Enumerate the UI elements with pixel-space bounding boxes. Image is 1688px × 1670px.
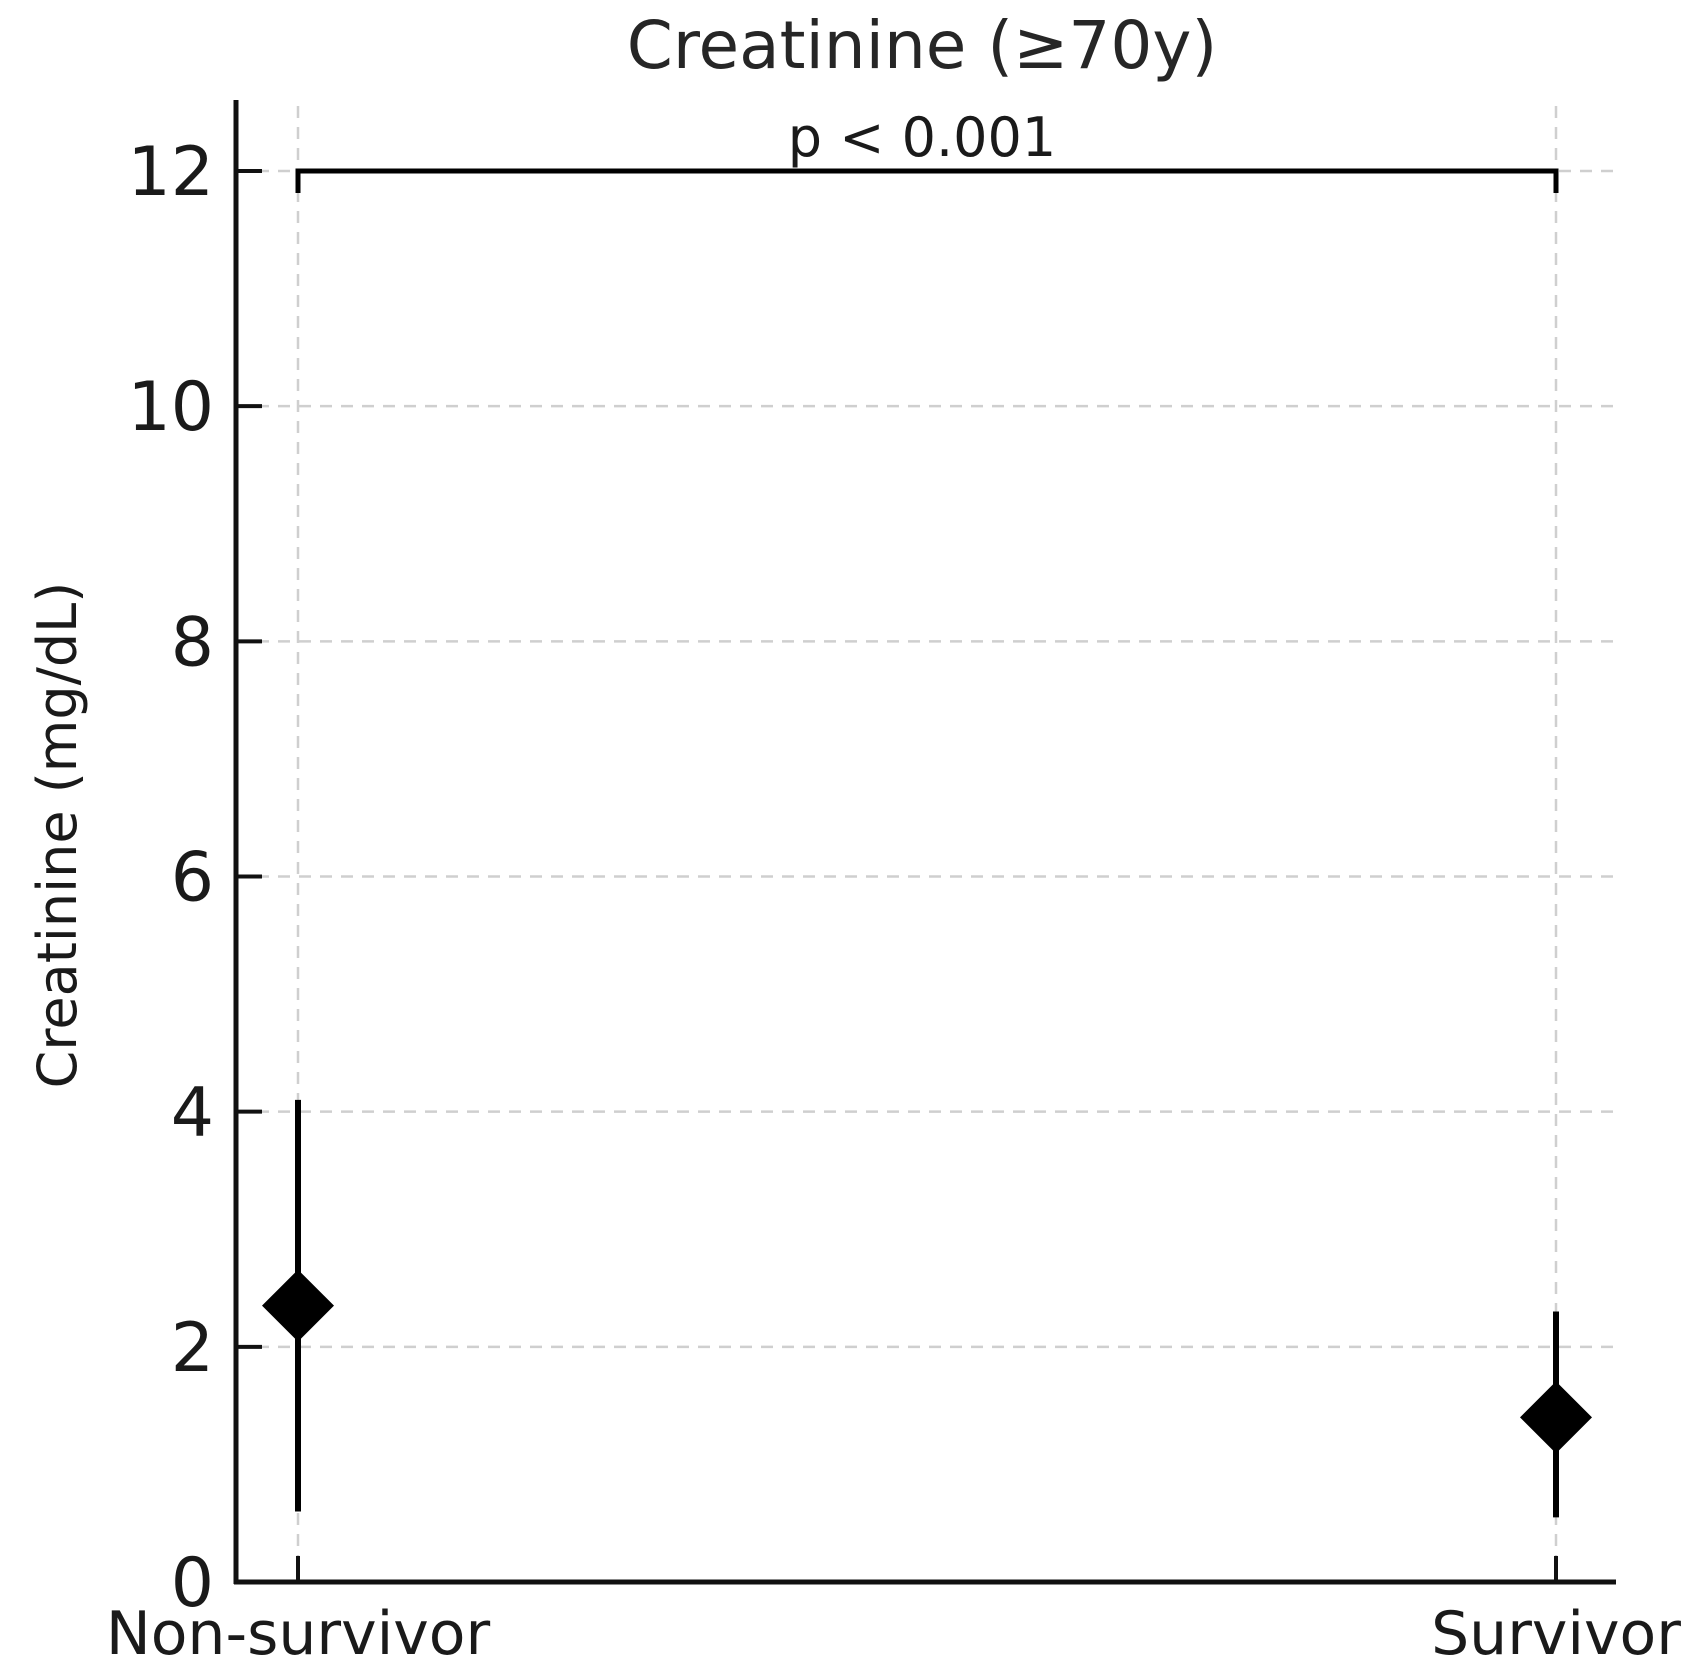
y-tick-label: 2 <box>171 1309 214 1388</box>
y-tick-label: 6 <box>171 839 214 918</box>
y-tick-label: 0 <box>171 1544 214 1623</box>
y-tick-label: 8 <box>171 603 214 682</box>
y-tick-label: 12 <box>127 133 214 212</box>
y-tick-label: 4 <box>171 1074 214 1153</box>
data-marks <box>262 1099 1592 1518</box>
y-axis-label: Creatinine (mg/dL) <box>26 582 89 1089</box>
axes <box>233 100 1616 1585</box>
bracket-line <box>295 168 1559 193</box>
significance-bracket <box>295 168 1559 193</box>
tick-labels: 0 2 4 6 8 10 12 Non-survivor Survivor <box>106 133 1681 1669</box>
chart-title: Creatinine (≥70y) <box>627 7 1217 84</box>
point-marker <box>262 1269 334 1342</box>
x-tick-label: Non-survivor <box>106 1599 491 1669</box>
gridlines <box>236 106 1616 1584</box>
y-tick-label: 10 <box>127 368 214 447</box>
p-value-label: p < 0.001 <box>788 106 1056 169</box>
point-marker <box>1520 1381 1592 1454</box>
x-tick-label: Survivor <box>1431 1599 1681 1669</box>
